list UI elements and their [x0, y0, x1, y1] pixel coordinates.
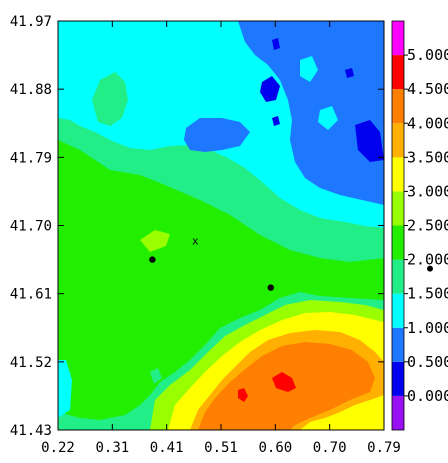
x-axis: 0.22 0.31 0.41 0.51 0.60 0.70 0.79: [41, 21, 401, 456]
colorbar-swatch: [392, 123, 404, 158]
band-2.5-island: [140, 230, 170, 252]
colorbar-swatch: [392, 157, 404, 192]
colorbar-swatch: [392, 225, 404, 260]
colorbar-label: 4.000: [407, 114, 448, 132]
colorbar-label: 1.000: [407, 319, 448, 337]
y-tick-label: 41.61: [10, 287, 52, 303]
x-tick-label: 0.79: [367, 440, 401, 456]
band-1.0-patch: [300, 56, 318, 82]
colorbar-label: 2.500: [407, 217, 448, 235]
colorbar-swatch: [392, 89, 404, 124]
station-marker: [149, 256, 156, 263]
y-tick-label: 41.79: [10, 150, 52, 166]
y-tick-label: 41.52: [10, 355, 52, 371]
colorbar-swatch: [392, 21, 404, 56]
colorbar-label: 4.500: [407, 80, 448, 98]
colorbar-swatch: [392, 191, 404, 226]
colorbar-swatch: [392, 395, 404, 430]
band-0.5-blob: [184, 118, 250, 152]
y-tick-label: 41.43: [10, 423, 52, 439]
contour-field: [58, 21, 384, 430]
band-0.0-b: [355, 120, 384, 162]
y-tick-label: 41.70: [10, 219, 52, 235]
x-tick-label: 0.22: [41, 440, 75, 456]
x-tick-label: 0.60: [258, 440, 292, 456]
colorbar-swatch: [392, 55, 404, 90]
colorbar-label: 3.000: [407, 182, 448, 200]
colorbar-label: 3.500: [407, 148, 448, 166]
y-tick-label: 41.88: [10, 82, 52, 98]
y-tick-label: 41.97: [10, 14, 52, 30]
colorbar-swatch: [392, 293, 404, 328]
band-1.5-inlet: [92, 72, 128, 126]
colorbar-swatch: [392, 259, 404, 294]
band-1.5-island: [150, 368, 162, 384]
band-0.0-a: [260, 76, 280, 102]
colorbar-swatch: [392, 361, 404, 396]
band-2.5: [58, 140, 384, 420]
colorbar-label: 2.000: [407, 251, 448, 269]
x-tick-label: 0.70: [313, 440, 347, 456]
band-1.0-patch-b: [318, 106, 338, 130]
x-tick-label: 0.31: [95, 440, 129, 456]
x-tick-label: 0.51: [204, 440, 238, 456]
colorbar-label: 1.500: [407, 285, 448, 303]
colorbar-label: 5.000: [407, 46, 448, 64]
station-marker: [267, 284, 274, 291]
band-0.0-e: [272, 38, 280, 50]
band-5.0-b: [238, 388, 248, 402]
band-5.0-a: [272, 372, 296, 392]
colorbar-swatch: [392, 327, 404, 362]
band-0.5: [238, 21, 384, 205]
colorbar-label: 0.000: [407, 387, 448, 405]
plot-annotations: x: [149, 235, 274, 291]
plot-annotation: x: [192, 235, 199, 248]
x-tick-label: 0.41: [150, 440, 184, 456]
band-0.0-c: [272, 116, 280, 126]
colorbar-dot-marker: [427, 265, 433, 272]
band-0.5-left: [58, 360, 72, 418]
y-axis: 41.97 41.88 41.79 41.70 41.61 41.52 41.43: [10, 14, 384, 439]
band-0.0-d: [345, 68, 354, 78]
colorbar: 0.000 0.500 1.000 1.500 2.000 2.500 3.000 3.500…: [391, 20, 448, 431]
colorbar-label: 0.500: [407, 353, 448, 371]
